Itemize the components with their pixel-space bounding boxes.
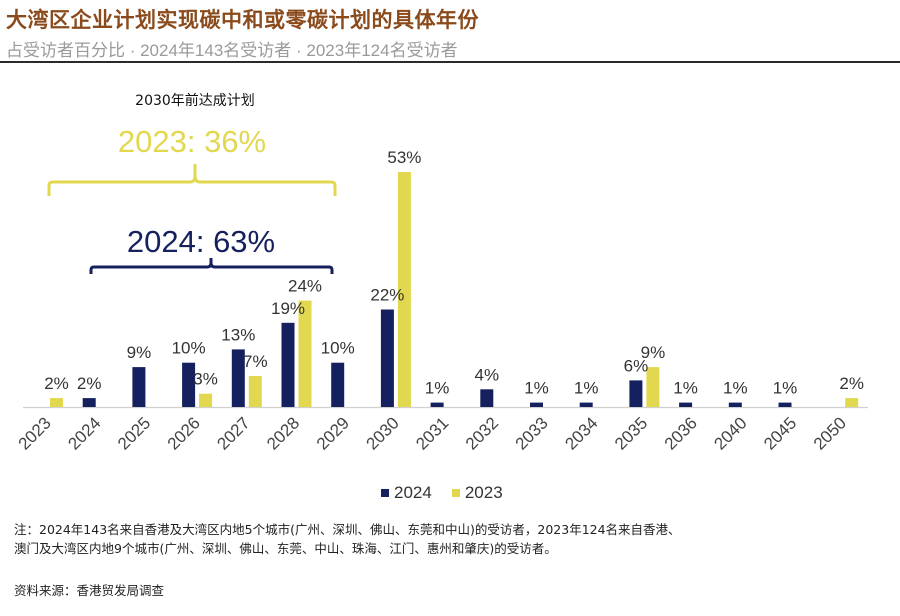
chart-title: 大湾区企业计划实现碳中和或零碳计划的具体年份 — [6, 8, 479, 32]
x-tick-label-2030: 2030 — [363, 413, 403, 453]
x-tick-label-2035: 2035 — [611, 413, 651, 453]
x-tick-label-2036: 2036 — [661, 413, 701, 453]
x-tick-label-2031: 2031 — [412, 413, 452, 453]
annotation-2024-total: 2024: 63% — [127, 224, 275, 259]
bar-2024-2026 — [182, 362, 196, 407]
bar-2023-2030 — [397, 172, 411, 407]
data-label-2024-2030: 22% — [370, 286, 404, 305]
x-tick-label-2026: 2026 — [164, 413, 204, 453]
x-tick-label-2024: 2024 — [64, 413, 104, 453]
data-label-2024-2034: 1% — [574, 379, 599, 398]
bar-2024-2025 — [132, 367, 146, 407]
data-label-2024-2026: 10% — [172, 339, 206, 358]
x-tick-label-2050: 2050 — [810, 413, 850, 453]
data-label-2024-2032: 4% — [475, 365, 500, 384]
bars-group — [50, 172, 859, 407]
data-label-2024-2045: 1% — [773, 379, 798, 398]
footnote-line-1: 注：2024年143名来自香港及大湾区内地5个城市(广州、深圳、佛山、东莞和中山… — [14, 522, 681, 537]
annotation-heading: 2030年前达成计划 — [135, 92, 255, 109]
bar-chart: 2030年前达成计划 2023: 36% 2024: 63% 2% 9% 10% 13… — [15, 92, 868, 454]
bracket-2024 — [89, 258, 334, 274]
bar-2023-2028 — [298, 300, 312, 407]
bar-2024-2033 — [530, 402, 543, 407]
bar-2024-2045 — [778, 402, 792, 407]
data-label-2023-2023: 2% — [44, 374, 69, 393]
bar-2024-2028 — [281, 322, 295, 407]
annotation-group: 2030年前达成计划 2023: 36% 2024: 63% — [47, 92, 337, 274]
x-tick-labels-group: 2023 2024 2025 2026 2027 2028 2029 2030 2031 2032… — [15, 413, 850, 453]
bar-2024-2029 — [331, 362, 345, 407]
bar-2023-2027 — [248, 376, 262, 407]
footnote-line-2: 澳门及大湾区内地9个城市(广州、深圳、佛山、东莞、中山、珠海、江门、惠州和肇庆)… — [14, 541, 557, 556]
data-label-2024-2035: 6% — [624, 356, 649, 375]
data-label-2024-2040: 1% — [723, 379, 748, 398]
bar-2023-2023 — [50, 398, 63, 407]
x-tick-label-2040: 2040 — [710, 413, 750, 453]
bar-2024-2027 — [231, 349, 245, 407]
legend-swatch-2024 — [381, 489, 389, 497]
bracket-2023 — [47, 164, 337, 196]
bar-2024-2040 — [728, 402, 742, 407]
x-tick-label-2025: 2025 — [114, 413, 154, 453]
source-note: 资料来源：香港贸发局调查 — [14, 583, 165, 598]
data-label-2023-2028: 24% — [288, 277, 322, 296]
data-label-2023-2030: 53% — [387, 148, 421, 167]
legend-item-2024: 2024 — [381, 483, 432, 503]
x-tick-label-2029: 2029 — [313, 413, 353, 453]
data-label-2023-2027: 7% — [243, 352, 268, 371]
x-tick-label-2023: 2023 — [15, 413, 55, 453]
bar-2024-2024 — [82, 398, 96, 407]
data-label-2024-2027: 13% — [221, 325, 255, 344]
chart-subtitle: 占受访者百分比 · 2024年143名受访者 · 2023年124名受访者 — [6, 41, 458, 60]
header-divider — [0, 61, 900, 63]
bar-2023-2050 — [845, 398, 859, 407]
data-label-2023-2026: 3% — [193, 370, 218, 389]
bar-2023-2026 — [199, 393, 213, 407]
x-tick-label-2028: 2028 — [263, 413, 303, 453]
x-tick-label-2045: 2045 — [760, 413, 800, 453]
x-tick-label-2032: 2032 — [462, 413, 502, 453]
bar-2024-2030 — [380, 309, 394, 407]
data-label-2024-2031: 1% — [425, 379, 450, 398]
bar-2024-2032 — [480, 389, 494, 407]
bar-2024-2034 — [579, 402, 593, 407]
bar-2024-2031 — [430, 402, 444, 407]
data-labels-group: 2% 9% 10% 13% 19% 10% 22% 1% 4% 1% 1% 6% 1% 1% 1% 2% 3% 7… — [44, 148, 864, 398]
legend-label-2024: 2024 — [394, 483, 432, 502]
footnote: 注：2024年143名来自香港及大湾区内地5个城市(广州、深圳、佛山、东莞和中山… — [14, 520, 894, 558]
data-label-2024-2028: 19% — [271, 299, 305, 318]
x-tick-label-2033: 2033 — [512, 413, 552, 453]
data-label-2024-2033: 1% — [524, 379, 549, 398]
legend-swatch-2023 — [451, 489, 460, 497]
bar-2024-2036 — [679, 402, 693, 407]
legend-label-2023: 2023 — [464, 483, 503, 502]
legend: 2024 2023 — [381, 483, 523, 503]
annotation-2023-total: 2023: 36% — [118, 124, 266, 159]
data-label-2024-2024: 2% — [77, 374, 102, 393]
x-tick-label-2034: 2034 — [561, 413, 601, 453]
data-label-2024-2029: 10% — [321, 339, 355, 358]
data-label-2023-2035: 9% — [641, 343, 666, 362]
bar-2024-2035 — [629, 380, 643, 407]
data-label-2023-2050: 2% — [839, 374, 864, 393]
legend-item-2023: 2023 — [451, 483, 503, 503]
data-label-2024-2036: 1% — [673, 379, 698, 398]
data-label-2024-2025: 9% — [127, 343, 152, 362]
x-tick-label-2027: 2027 — [213, 413, 253, 453]
bar-2023-2035 — [646, 367, 660, 407]
